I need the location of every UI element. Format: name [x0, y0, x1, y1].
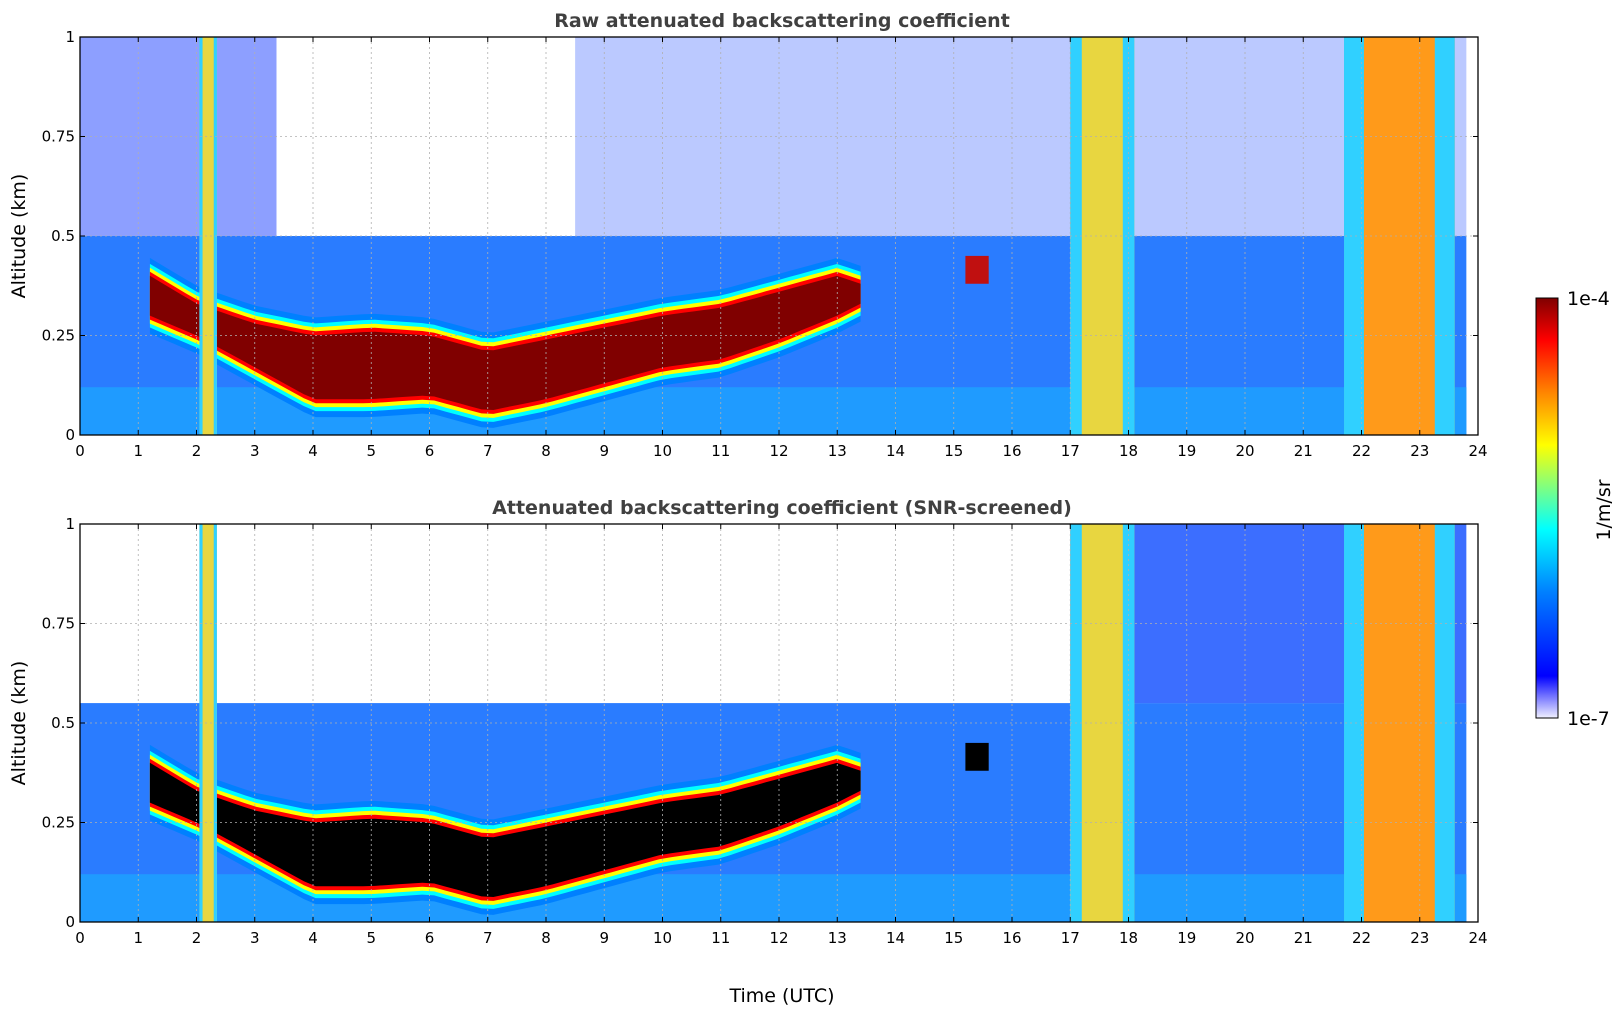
backscatter-field: [80, 37, 1467, 435]
y-tick-label: 1: [65, 515, 75, 533]
x-tick-label: 19: [1177, 442, 1196, 460]
y-tick-label: 0.5: [51, 714, 75, 732]
y-axis: 0 0.25 0.5 0.75 1: [42, 28, 1478, 444]
y-axis: 0 0.25 0.5 0.75 1: [42, 515, 1478, 931]
screened-backscatter-panel: Attenuated backscattering coefficient (S…: [8, 497, 1488, 1007]
x-tick-label: 13: [828, 442, 847, 460]
colorbar-min-label: 1e-7: [1567, 708, 1610, 730]
x-tick-label: 16: [1002, 929, 1021, 947]
x-tick-label: 11: [711, 929, 730, 947]
x-axis: 0 1 2 3 4 5 6 7 8 9 10 11 12 13 14 15 16 17 18 19 20 21 22 23 24: [75, 37, 1488, 460]
x-tick-label: 22: [1352, 442, 1371, 460]
colorbar: 1e-4 1e-7 1/m/sr: [1535, 288, 1615, 730]
x-tick-label: 5: [366, 929, 376, 947]
x-tick-label: 22: [1352, 929, 1371, 947]
x-tick-label: 15: [944, 442, 963, 460]
x-tick-label: 16: [1002, 442, 1021, 460]
panel-title: Attenuated backscattering coefficient (S…: [492, 497, 1072, 519]
x-tick-label: 20: [1235, 929, 1254, 947]
x-tick-label: 14: [886, 929, 905, 947]
x-tick-label: 6: [425, 442, 435, 460]
x-tick-label: 0: [75, 929, 85, 947]
x-tick-label: 2: [192, 442, 202, 460]
y-tick-label: 0.25: [42, 814, 75, 832]
precipitation-column-edge: [1122, 37, 1135, 435]
precipitation-column-edge: [1344, 524, 1364, 922]
colorbar-gradient: [1535, 297, 1559, 719]
x-tick-label: 10: [653, 929, 672, 947]
x-tick-label: 2: [192, 929, 202, 947]
raw-backscatter-panel: Raw attenuated backscattering coefficien…: [8, 10, 1488, 460]
x-tick-label: 24: [1468, 442, 1487, 460]
x-tick-label: 14: [886, 442, 905, 460]
y-tick-label: 0.75: [42, 128, 75, 146]
x-axis-label: Time (UTC): [728, 985, 834, 1007]
x-tick-label: 17: [1061, 442, 1080, 460]
x-tick-label: 7: [483, 442, 493, 460]
y-tick-label: 0: [65, 913, 75, 931]
x-tick-label: 7: [483, 929, 493, 947]
colorbar-unit-label: 1/m/sr: [1593, 479, 1615, 540]
x-tick-label: 24: [1468, 929, 1487, 947]
precipitation-column-edge: [1434, 37, 1455, 435]
x-tick-label: 15: [944, 929, 963, 947]
x-tick-label: 17: [1061, 929, 1080, 947]
x-tick-label: 21: [1294, 929, 1313, 947]
x-tick-label: 3: [250, 442, 260, 460]
x-tick-label: 18: [1119, 442, 1138, 460]
precipitation-column: [199, 37, 217, 435]
x-tick-label: 12: [769, 442, 788, 460]
x-tick-label: 12: [769, 929, 788, 947]
noise-region: [80, 37, 277, 236]
x-tick-label: 9: [599, 929, 609, 947]
precipitation-column-edge: [1434, 524, 1455, 922]
x-axis: 0 1 2 3 4 5 6 7 8 9 10 11 12 13 14 15 16 17 18 19 20 21 22 23 24: [75, 524, 1488, 947]
y-axis-label: Altitude (km): [8, 174, 30, 299]
elevated-cloud-patch: [965, 742, 989, 771]
precipitation-column: [199, 524, 217, 922]
precipitation-column-edge: [1344, 37, 1364, 435]
y-tick-label: 0.5: [51, 227, 75, 245]
x-tick-label: 6: [425, 929, 435, 947]
x-tick-label: 3: [250, 929, 260, 947]
cloud-layer-band-4: [149, 275, 861, 410]
y-axis-label: Altitude (km): [8, 661, 30, 786]
x-tick-label: 9: [599, 442, 609, 460]
elevated-cloud-patch: [965, 255, 989, 284]
cloud-layer-band-4: [149, 762, 861, 897]
x-tick-label: 8: [541, 442, 551, 460]
y-tick-label: 1: [65, 28, 75, 46]
colorbar-max-label: 1e-4: [1567, 288, 1610, 310]
x-tick-label: 1: [133, 929, 143, 947]
x-tick-label: 4: [308, 929, 318, 947]
x-tick-label: 11: [711, 442, 730, 460]
x-tick-label: 23: [1410, 442, 1429, 460]
x-tick-label: 21: [1294, 442, 1313, 460]
precipitation-column-edge: [1122, 524, 1135, 922]
y-tick-label: 0.25: [42, 327, 75, 345]
x-tick-label: 20: [1235, 442, 1254, 460]
x-tick-label: 10: [653, 442, 672, 460]
x-tick-label: 19: [1177, 929, 1196, 947]
panel-title: Raw attenuated backscattering coefficien…: [554, 10, 1010, 32]
x-tick-label: 13: [828, 929, 847, 947]
x-tick-label: 18: [1119, 929, 1138, 947]
y-tick-label: 0.75: [42, 615, 75, 633]
x-tick-label: 1: [133, 442, 143, 460]
y-tick-label: 0: [65, 426, 75, 444]
x-tick-label: 8: [541, 929, 551, 947]
x-tick-label: 4: [308, 442, 318, 460]
x-tick-label: 23: [1410, 929, 1429, 947]
x-tick-label: 0: [75, 442, 85, 460]
x-tick-label: 5: [366, 442, 376, 460]
backscatter-field: [80, 524, 1467, 922]
